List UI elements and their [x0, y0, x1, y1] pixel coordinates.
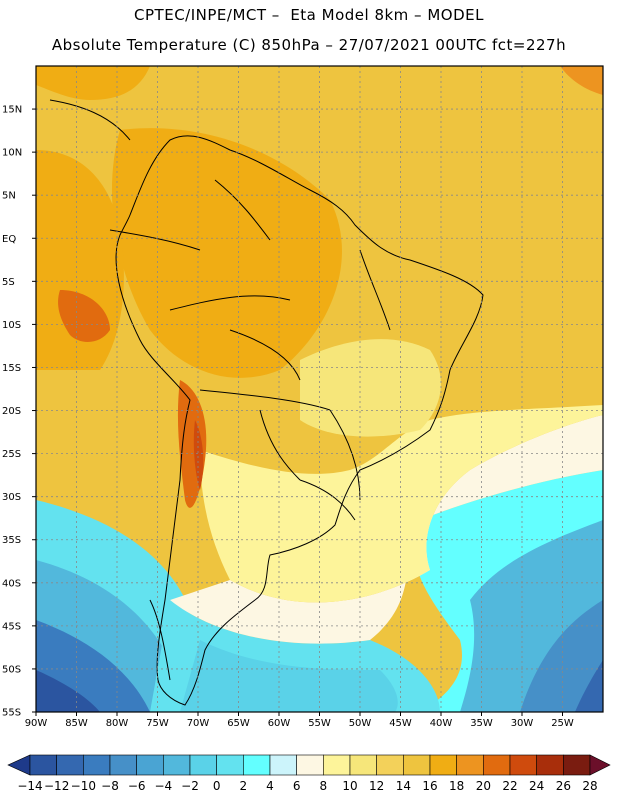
colorbar-box — [189, 754, 217, 776]
colorbar-box — [269, 754, 297, 776]
colorbar-label: 20 — [476, 779, 491, 793]
colorbar-box — [376, 754, 404, 776]
colorbar-box — [83, 754, 111, 776]
lon-tick-label: 45W — [389, 718, 412, 729]
lat-tick-label: 10N — [2, 148, 22, 159]
colorbar-label: 14 — [396, 779, 411, 793]
colorbar-label: −6 — [128, 779, 146, 793]
lat-tick-label: EQ — [2, 234, 16, 245]
lat-tick-label: 5S — [2, 277, 15, 288]
colorbar-label: 16 — [422, 779, 437, 793]
lon-tick-label: 85W — [65, 718, 88, 729]
colorbar-boxes — [7, 754, 611, 776]
colorbar-box — [56, 754, 84, 776]
lon-tick-label: 30W — [511, 718, 534, 729]
colorbar-box — [109, 754, 137, 776]
colorbar-box — [536, 754, 564, 776]
lon-tick-label: 60W — [268, 718, 291, 729]
lon-tick-label: 75W — [146, 718, 169, 729]
temperature-field — [36, 66, 603, 712]
lon-tick-label: 80W — [106, 718, 129, 729]
colorbar-box — [136, 754, 164, 776]
lon-tick-label: 25W — [551, 718, 574, 729]
lon-tick-label: 65W — [227, 718, 250, 729]
colorbar-box — [456, 754, 484, 776]
colorbar-label: −4 — [154, 779, 172, 793]
lon-tick-label: 40W — [430, 718, 453, 729]
temperature-map: 15N 10N 5N EQ 5S 10S 15S 20S 25S 30S 35S 40S 45S 50S 5… — [2, 65, 604, 729]
colorbar-label: 24 — [529, 779, 544, 793]
colorbar-box — [323, 754, 351, 776]
latitude-labels: 15N 10N 5N EQ 5S 10S 15S 20S 25S 30S 35S 40S 45S 50S 5… — [2, 105, 36, 719]
lat-tick-label: 15N — [2, 105, 22, 116]
colorbar-labels: −14 −12 −10 −8 −6 −4 −2 0 2 4 6 8 10 12 14 16 18 20 22 24 26… — [17, 779, 597, 793]
colorbar-label: 10 — [342, 779, 357, 793]
lat-tick-label: 15S — [2, 363, 21, 374]
colorbar-label: 12 — [369, 779, 384, 793]
coastline — [49, 99, 484, 706]
colorbar-label: 28 — [582, 779, 597, 793]
colorbar-box — [483, 754, 511, 776]
colorbar-box — [243, 754, 271, 776]
lat-tick-label: 10S — [2, 320, 21, 331]
lat-tick-label: 45S — [2, 621, 21, 632]
colorbar-box — [296, 754, 324, 776]
colorbar-label: 0 — [213, 779, 221, 793]
lat-tick-label: 40S — [2, 578, 21, 589]
colorbar-label: −2 — [181, 779, 199, 793]
colorbar-label: 18 — [449, 779, 464, 793]
colorbar-box — [29, 754, 57, 776]
colorbar-label: −8 — [101, 779, 119, 793]
lat-tick-label: 35S — [2, 535, 21, 546]
colorbar-label: 8 — [320, 779, 328, 793]
colorbar: −14 −12 −10 −8 −6 −4 −2 0 2 4 6 8 10 12 14 16 18 20 22 24 26… — [7, 754, 611, 793]
colorbar-box — [349, 754, 377, 776]
lat-tick-label: 55S — [2, 708, 21, 719]
lat-tick-label: 20S — [2, 406, 21, 417]
colorbar-box — [563, 754, 591, 776]
lon-tick-label: 35W — [470, 718, 493, 729]
colorbar-label: −14 — [17, 779, 42, 793]
lat-tick-label: 50S — [2, 664, 21, 675]
lat-tick-label: 5N — [2, 191, 16, 202]
lon-tick-label: 70W — [187, 718, 210, 729]
colorbar-box — [429, 754, 457, 776]
lon-tick-label: 50W — [349, 718, 372, 729]
colorbar-label: −12 — [44, 779, 69, 793]
colorbar-min-arrow — [7, 754, 31, 776]
colorbar-box — [509, 754, 537, 776]
colorbar-label: 22 — [502, 779, 517, 793]
lat-tick-label: 25S — [2, 449, 21, 460]
longitude-labels: 90W 85W 80W 75W 70W 65W 60W 55W 50W 45W 40W 35W 30W 2… — [25, 712, 574, 729]
map-subtitle: Absolute Temperature (C) 850hPa – 27/07/… — [51, 36, 567, 54]
colorbar-label: 2 — [240, 779, 248, 793]
colorbar-box — [403, 754, 431, 776]
lon-tick-label: 90W — [25, 718, 48, 729]
lat-tick-label: 30S — [2, 492, 21, 503]
map-title: CPTEC/INPE/MCT – Eta Model 8km – MODEL — [134, 6, 484, 24]
colorbar-box — [216, 754, 244, 776]
lon-tick-label: 55W — [308, 718, 331, 729]
colorbar-label: 26 — [556, 779, 571, 793]
colorbar-max-arrow — [589, 754, 611, 776]
colorbar-label: −10 — [71, 779, 96, 793]
colorbar-label: 6 — [293, 779, 301, 793]
colorbar-label: 4 — [266, 779, 274, 793]
colorbar-box — [163, 754, 191, 776]
